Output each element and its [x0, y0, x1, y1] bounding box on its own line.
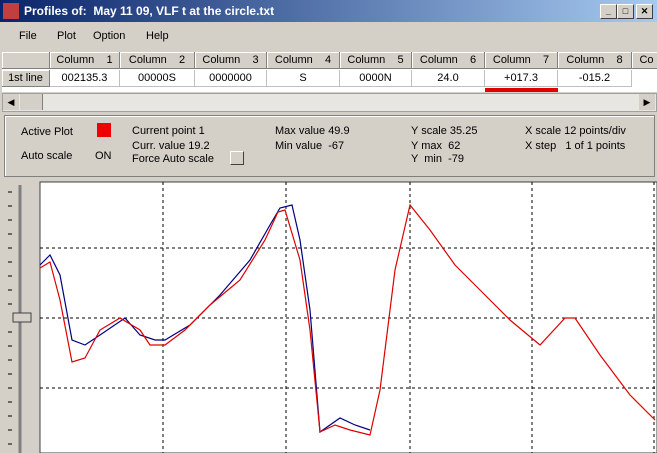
scroll-left[interactable]: ◀: [3, 94, 19, 110]
column-header: Column 2: [120, 52, 195, 69]
menu-item[interactable]: Option: [93, 30, 126, 42]
force-auto-scale-button[interactable]: [230, 151, 244, 165]
table-cell: 0000N: [340, 70, 412, 87]
maximize-button[interactable]: □: [617, 4, 634, 19]
plot-color[interactable]: [97, 123, 111, 137]
menu-item[interactable]: Plot: [57, 30, 76, 42]
column-header: Co: [632, 52, 657, 69]
column-header: Column 4: [267, 52, 340, 69]
window-title: Profiles of: May 11 09, VLF t at the cir…: [24, 4, 275, 18]
grid-lines: [40, 182, 657, 453]
label: Min value -67: [275, 140, 345, 152]
corner-cell: [2, 52, 50, 69]
column-header: Column 8: [558, 52, 632, 69]
title-bar: Profiles of: May 11 09, VLF t at the cir…: [0, 0, 657, 22]
plot: [8, 181, 657, 453]
label: X scale 12 points/div: [525, 125, 626, 137]
label: ON: [95, 150, 112, 162]
menu-item[interactable]: Help: [146, 30, 169, 42]
menu-item[interactable]: File: [19, 30, 37, 42]
minimize-button[interactable]: _: [600, 4, 617, 19]
table-cell: S: [267, 70, 340, 87]
table-cell: 0000000: [195, 70, 267, 87]
cell-highlight: [485, 88, 558, 92]
label: Auto scale: [21, 150, 73, 162]
table-cell: 00000S: [120, 70, 195, 87]
table-cell: -015.2: [558, 70, 632, 87]
data-table: Column 1 Column 2 Column 3 Column 4 Column 5…: [2, 52, 657, 92]
app-icon: [3, 3, 19, 19]
label: Current point 1: [132, 125, 205, 137]
label: Active Plot: [21, 126, 73, 138]
profile-red: [39, 203, 656, 436]
menu-bar: File Plot Option Help: [0, 22, 657, 48]
slider-thumb[interactable]: [12, 312, 32, 323]
info-panel: Active Plot Auto scale ON Current point …: [4, 115, 655, 177]
label: Max value 49.9: [275, 125, 350, 137]
scroll-right[interactable]: ▶: [639, 94, 655, 110]
label: Y min -79: [411, 153, 464, 165]
label: X step 1 of 1 points: [525, 140, 626, 152]
column-header: Column 5: [340, 52, 412, 69]
horizontal-scrollbar[interactable]: ◀ ▶: [2, 93, 657, 112]
label: Curr. value 19.2: [132, 140, 210, 152]
table-cell: +017.3: [485, 70, 558, 87]
scroll-thumb[interactable]: [20, 94, 43, 110]
table-cell: 24.0: [412, 70, 485, 87]
column-header: Column 1: [50, 52, 120, 69]
label: Force Auto scale: [132, 153, 214, 165]
label: Y scale 35.25: [411, 125, 478, 137]
table-cell: 002135.3: [50, 70, 120, 87]
close-button[interactable]: ✕: [636, 4, 653, 19]
column-header: Column 3: [195, 52, 267, 69]
label: Y max 62: [411, 140, 461, 152]
slider-ticks: [8, 191, 12, 445]
column-header: Column 6: [412, 52, 485, 69]
row-header: 1st line: [2, 70, 50, 87]
column-header: Column 7: [485, 52, 558, 69]
